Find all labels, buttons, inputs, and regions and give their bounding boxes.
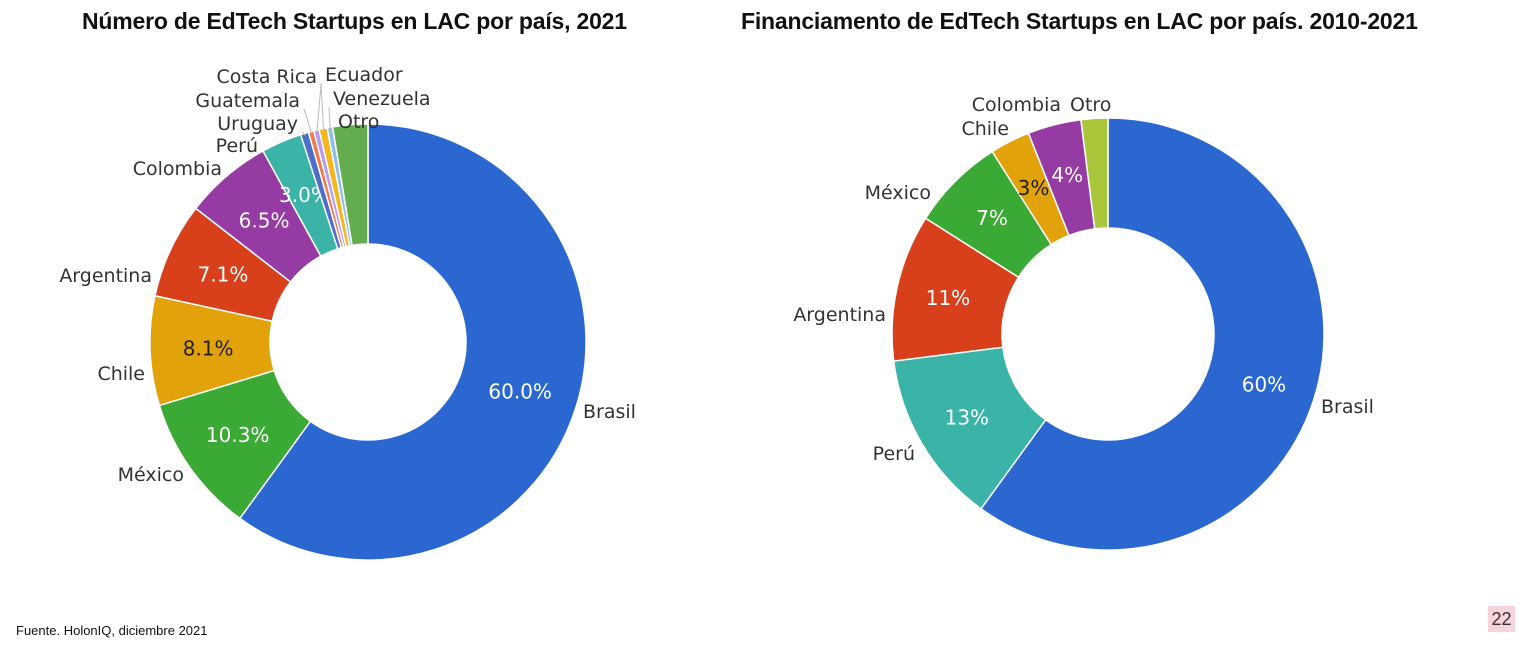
value-label-colombia: 6.5% — [239, 208, 290, 232]
category-label-brasil: Brasil — [583, 401, 636, 423]
category-label-mexico: México — [865, 182, 931, 204]
category-label-costa-rica: Costa Rica — [217, 66, 318, 88]
category-label-argentina: Argentina — [793, 304, 886, 326]
value-label-chile: 8.1% — [183, 337, 234, 361]
category-label-chile: Chile — [97, 363, 145, 385]
value-label-brasil: 60.0% — [488, 379, 552, 403]
chart-title-startups-count: Número de EdTech Startups en LAC por paí… — [82, 8, 627, 34]
donut-chart-funding: 60% Brasil 13% Perú 11% Argentina 7% México 3% Ch… — [793, 94, 1374, 551]
category-label-peru: Perú — [216, 135, 258, 157]
category-label-argentina: Argentina — [59, 265, 152, 287]
source-note: Fuente. HolonIQ, diciembre 2021 — [16, 623, 208, 638]
chart-title-funding: Financiamento de EdTech Startups en LAC … — [741, 8, 1418, 34]
value-label-brasil: 60% — [1242, 373, 1286, 397]
value-label-peru: 13% — [945, 405, 989, 429]
category-label-chile: Chile — [961, 118, 1009, 140]
leader-line-uruguay — [301, 131, 306, 136]
donut-chart-startups-count: 60.0% Brasil 10.3% México 8.1% Chile 7.1% Argen… — [59, 64, 636, 561]
category-label-colombia: Colombia — [972, 94, 1061, 116]
slice-brasil — [238, 123, 587, 561]
category-label-colombia: Colombia — [133, 158, 222, 180]
leader-line-costa-rica — [316, 84, 322, 133]
category-label-peru: Perú — [873, 443, 915, 465]
value-label-colombia: 4% — [1051, 163, 1083, 187]
value-label-argentina: 7.1% — [198, 262, 249, 286]
leader-line-guatemala — [303, 108, 313, 134]
slice-brasil — [979, 117, 1325, 551]
category-label-ecuador: Ecuador — [325, 64, 403, 86]
category-label-mexico: México — [118, 464, 184, 486]
page-number: 22 — [1488, 606, 1515, 632]
value-label-mexico: 10.3% — [206, 423, 270, 447]
leader-line-venezuela — [328, 106, 331, 130]
value-label-chile: 3% — [1018, 176, 1050, 200]
slice-otro — [1080, 117, 1109, 230]
leader-line-ecuador — [320, 82, 325, 131]
category-label-uruguay: Uruguay — [217, 113, 298, 135]
value-label-mexico: 7% — [976, 206, 1008, 230]
category-label-venezuela: Venezuela — [333, 88, 431, 110]
slice-otro — [331, 123, 369, 247]
category-label-otro: Otro — [1070, 94, 1111, 116]
value-label-argentina: 11% — [926, 286, 970, 310]
category-label-brasil: Brasil — [1321, 396, 1374, 418]
category-label-otro: Otro — [338, 111, 379, 133]
category-label-guatemala: Guatemala — [195, 90, 300, 112]
